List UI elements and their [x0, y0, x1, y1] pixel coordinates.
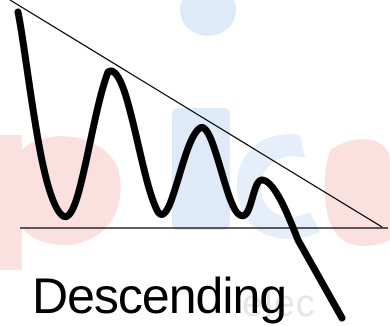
watermark-red-p	[0, 135, 121, 270]
watermark-logo	[0, 0, 390, 270]
watermark-blue-dot	[180, 0, 236, 36]
watermark-red-e	[324, 139, 390, 247]
pattern-caption: Descending	[32, 268, 287, 324]
watermark-blue-c	[236, 134, 320, 240]
price-path	[14, 8, 346, 322]
resistance-trendline	[9, 0, 383, 228]
watermark-blue-stem	[172, 108, 230, 230]
